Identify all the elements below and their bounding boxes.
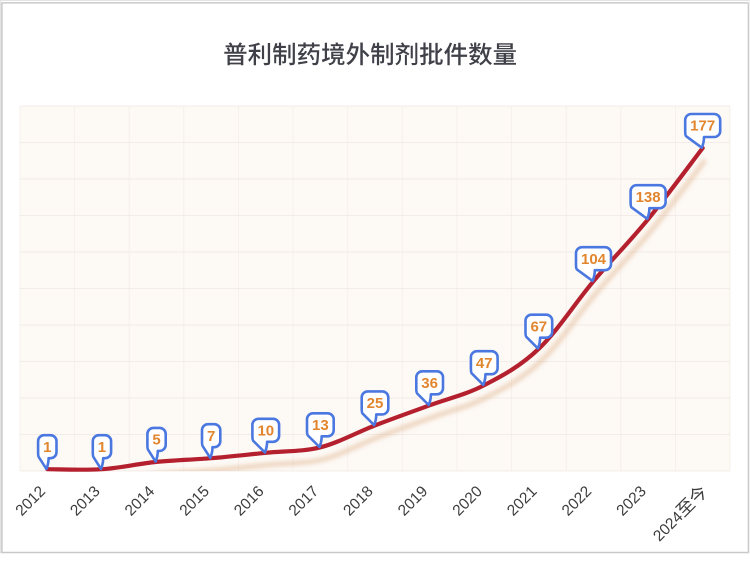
svg-text:47: 47: [476, 355, 493, 372]
svg-text:25: 25: [367, 395, 384, 412]
svg-text:5: 5: [152, 432, 160, 449]
svg-text:1: 1: [98, 439, 106, 456]
svg-text:36: 36: [421, 375, 438, 392]
svg-text:138: 138: [636, 189, 661, 206]
svg-text:1: 1: [43, 439, 51, 456]
svg-text:13: 13: [312, 417, 329, 434]
svg-text:104: 104: [581, 251, 607, 268]
svg-text:67: 67: [530, 318, 547, 335]
svg-text:10: 10: [257, 422, 274, 439]
svg-text:177: 177: [690, 118, 715, 135]
svg-text:7: 7: [207, 428, 215, 445]
